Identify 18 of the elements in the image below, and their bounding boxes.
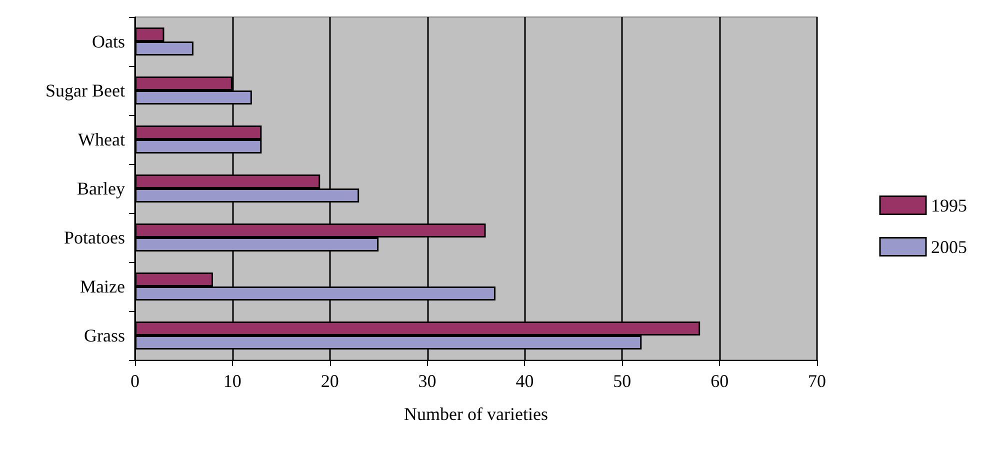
y-tick-label: Barley [77, 178, 125, 198]
legend-label: 2005 [931, 236, 967, 257]
x-axis-title: Number of varieties [404, 404, 548, 424]
x-tick-label: 40 [516, 371, 534, 391]
x-tick-label: 0 [130, 371, 140, 391]
x-tick-label: 20 [320, 371, 339, 391]
legend-label: 1995 [931, 195, 967, 216]
x-tick-label: 30 [418, 371, 436, 391]
y-tick-label: Grass [84, 326, 125, 346]
x-tick-label: 50 [613, 371, 632, 391]
x-tick-label: 70 [808, 371, 826, 391]
y-tick-label: Sugar Beet [46, 80, 125, 100]
x-tick-label: 10 [223, 371, 242, 391]
y-tick-label: Wheat [78, 130, 125, 150]
x-tick-label: 60 [710, 371, 729, 391]
y-tick-label: Maize [80, 276, 125, 296]
y-tick-label: Potatoes [64, 228, 125, 248]
y-tick-label: Oats [92, 32, 125, 52]
